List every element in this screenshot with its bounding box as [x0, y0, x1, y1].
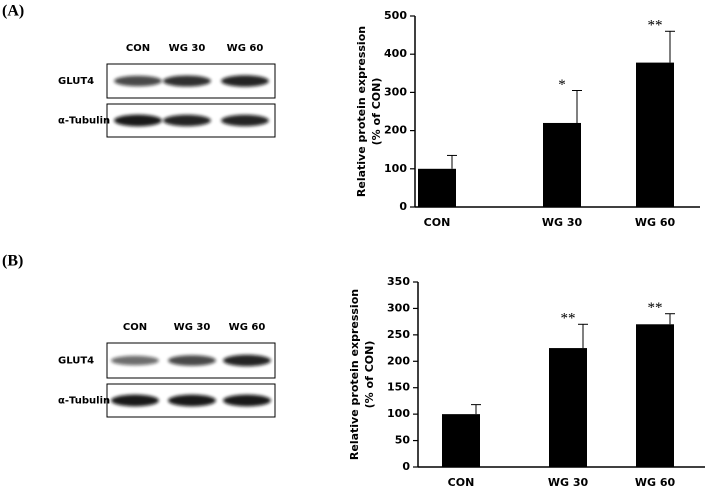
lane-label: CON [123, 322, 147, 333]
lane-label: WG 60 [227, 43, 264, 54]
significance: ** [648, 18, 663, 34]
x-tick-label: WG 60 [635, 216, 676, 229]
panel-label: (A) [2, 3, 24, 20]
panel-label: (B) [2, 253, 23, 270]
significance: ** [561, 311, 576, 327]
y-axis-label: Relative protein expression [355, 26, 368, 197]
y-tick-label: 200 [387, 354, 410, 367]
y-tick-label: 100 [387, 407, 410, 420]
x-tick-label: WG 30 [542, 216, 583, 229]
row-label: GLUT4 [58, 356, 94, 367]
blot-band [163, 114, 211, 127]
bar [549, 348, 587, 467]
bar [636, 62, 674, 207]
y-axis-label: Relative protein expression [348, 289, 361, 460]
significance: ** [648, 300, 663, 316]
y-tick-label: 300 [387, 301, 410, 314]
y-tick-label: 200 [384, 124, 407, 137]
y-tick-label: 250 [387, 328, 410, 341]
blot-band [114, 114, 162, 127]
y-tick-label: 400 [384, 47, 407, 60]
x-tick-label: CON [448, 476, 475, 489]
x-tick-label: CON [424, 216, 451, 229]
y-tick-label: 300 [384, 85, 407, 98]
y-tick-label: 100 [384, 162, 407, 175]
y-axis-label: (% of CON) [363, 341, 376, 409]
lane-label: WG 30 [174, 322, 211, 333]
y-tick-label: 50 [395, 434, 411, 447]
bar [543, 122, 581, 207]
blot-band [168, 394, 216, 407]
lane-label: WG 60 [229, 322, 266, 333]
lane-label: WG 30 [169, 43, 206, 54]
blot-band [221, 114, 269, 127]
y-tick-label: 150 [387, 381, 410, 394]
blot-band [223, 394, 271, 407]
row-label: GLUT4 [58, 76, 94, 87]
blot-band [221, 75, 269, 87]
x-tick-label: WG 30 [548, 476, 589, 489]
blot-band [111, 355, 159, 366]
y-tick-label: 350 [387, 275, 410, 288]
blot-band [163, 75, 211, 87]
bar [636, 324, 674, 467]
blot-band [223, 354, 271, 367]
y-axis-label: (% of CON) [370, 78, 383, 146]
bar [418, 168, 456, 207]
y-tick-label: 0 [399, 200, 407, 213]
blot-band [111, 394, 159, 407]
x-tick-label: WG 60 [635, 476, 676, 489]
row-label: α-Tubulin [58, 396, 110, 407]
bar [442, 414, 480, 467]
significance: * [558, 77, 566, 93]
blot-band [168, 355, 216, 366]
lane-label: CON [126, 43, 150, 54]
blot-band [114, 75, 162, 87]
y-tick-label: 0 [402, 460, 410, 473]
y-tick-label: 500 [384, 9, 407, 22]
row-label: α-Tubulin [58, 116, 110, 127]
